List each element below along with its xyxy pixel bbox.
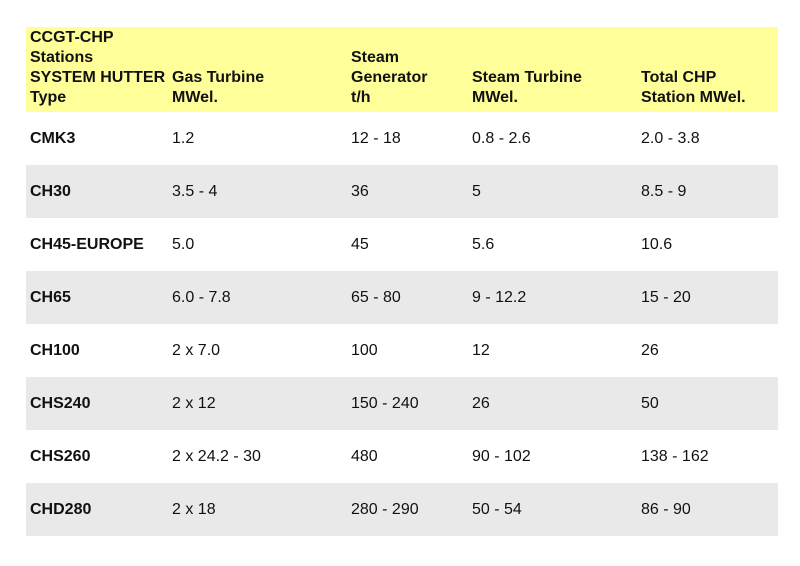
value-cell: 86 - 90 xyxy=(641,500,691,518)
column-header-line: SYSTEM HUTTER xyxy=(30,69,166,86)
station-type-cell: CHD280 xyxy=(30,500,92,518)
column-header: Gas Turbine MWel. xyxy=(168,27,347,112)
value-cell: 45 xyxy=(351,235,369,253)
station-type-cell: CH45-EUROPE xyxy=(30,235,144,253)
value-cell: 90 - 102 xyxy=(472,447,531,465)
value-cell: 2 x 24.2 - 30 xyxy=(172,447,261,465)
value-cell: 100 xyxy=(351,341,378,359)
chp-stations-table: CCGT-CHP Stations SYSTEM HUTTER Type Gas Tu… xyxy=(26,27,778,536)
table-row: CMK3 1.2 12 - 18 0.8 - 2.6 2.0 - 3.8 xyxy=(26,112,778,165)
table-row: CH45-EUROPE 5.0 45 5.6 10.6 xyxy=(26,218,778,271)
value-cell: 50 - 54 xyxy=(472,500,522,518)
value-cell: 10.6 xyxy=(641,235,673,253)
value-cell: 26 xyxy=(472,394,490,412)
column-header: CCGT-CHP Stations SYSTEM HUTTER Type xyxy=(26,27,168,112)
value-cell: 15 - 20 xyxy=(641,288,691,306)
table-header: CCGT-CHP Stations SYSTEM HUTTER Type Gas Tu… xyxy=(26,27,778,112)
value-cell: 0.8 - 2.6 xyxy=(472,129,531,147)
value-cell: 2 x 18 xyxy=(172,500,216,518)
value-cell: 2 x 7.0 xyxy=(172,341,221,359)
column-header: Steam Generator t/h xyxy=(347,27,468,112)
value-cell: 150 - 240 xyxy=(351,394,419,412)
value-cell: 5.6 xyxy=(472,235,495,253)
value-cell: 50 xyxy=(641,394,659,412)
value-cell: 2.0 - 3.8 xyxy=(641,129,700,147)
value-cell: 5 xyxy=(472,182,481,200)
value-cell: 6.0 - 7.8 xyxy=(172,288,231,306)
value-cell: 26 xyxy=(641,341,659,359)
value-cell: 480 xyxy=(351,447,378,465)
value-cell: 1.2 xyxy=(172,129,195,147)
column-header-line: Steam Generator xyxy=(351,49,428,86)
column-header-line: Total CHP xyxy=(641,69,717,86)
value-cell: 8.5 - 9 xyxy=(641,182,687,200)
column-header-line: Steam Turbine xyxy=(472,69,582,86)
table-row: CHD280 2 x 18 280 - 290 50 - 54 86 - 90 xyxy=(26,483,778,536)
value-cell: 36 xyxy=(351,182,369,200)
column-header: Total CHP Station MWel. xyxy=(637,27,778,112)
column-header-line: t/h xyxy=(351,89,371,106)
column-header-line: CCGT-CHP Stations xyxy=(30,29,114,66)
value-cell: 12 - 18 xyxy=(351,129,401,147)
table-body: CMK3 1.2 12 - 18 0.8 - 2.6 2.0 - 3.8 CH30 3.5 … xyxy=(26,112,778,536)
table-row: CHS240 2 x 12 150 - 240 26 50 xyxy=(26,377,778,430)
value-cell: 65 - 80 xyxy=(351,288,401,306)
table-row: CH100 2 x 7.0 100 12 26 xyxy=(26,324,778,377)
value-cell: 2 x 12 xyxy=(172,394,216,412)
column-header-line: Station MWel. xyxy=(641,89,746,106)
station-type-cell: CH30 xyxy=(30,182,71,200)
column-header: Steam Turbine MWel. xyxy=(468,27,637,112)
column-header-line: MWel. xyxy=(172,89,218,106)
value-cell: 280 - 290 xyxy=(351,500,419,518)
column-header-line: MWel. xyxy=(472,89,518,106)
table-row: CH65 6.0 - 7.8 65 - 80 9 - 12.2 15 - 20 xyxy=(26,271,778,324)
column-header-line: Gas Turbine xyxy=(172,69,265,86)
value-cell: 12 xyxy=(472,341,490,359)
table-row: CHS260 2 x 24.2 - 30 480 90 - 102 138 - 162 xyxy=(26,430,778,483)
header-row: CCGT-CHP Stations SYSTEM HUTTER Type Gas Tu… xyxy=(26,27,778,112)
station-type-cell: CHS260 xyxy=(30,447,91,465)
value-cell: 5.0 xyxy=(172,235,195,253)
value-cell: 9 - 12.2 xyxy=(472,288,527,306)
value-cell: 138 - 162 xyxy=(641,447,709,465)
station-type-cell: CHS240 xyxy=(30,394,91,412)
station-type-cell: CH100 xyxy=(30,341,80,359)
station-type-cell: CH65 xyxy=(30,288,71,306)
value-cell: 3.5 - 4 xyxy=(172,182,218,200)
table-row: CH30 3.5 - 4 36 5 8.5 - 9 xyxy=(26,165,778,218)
column-header-line: Type xyxy=(30,89,67,106)
station-type-cell: CMK3 xyxy=(30,129,76,147)
